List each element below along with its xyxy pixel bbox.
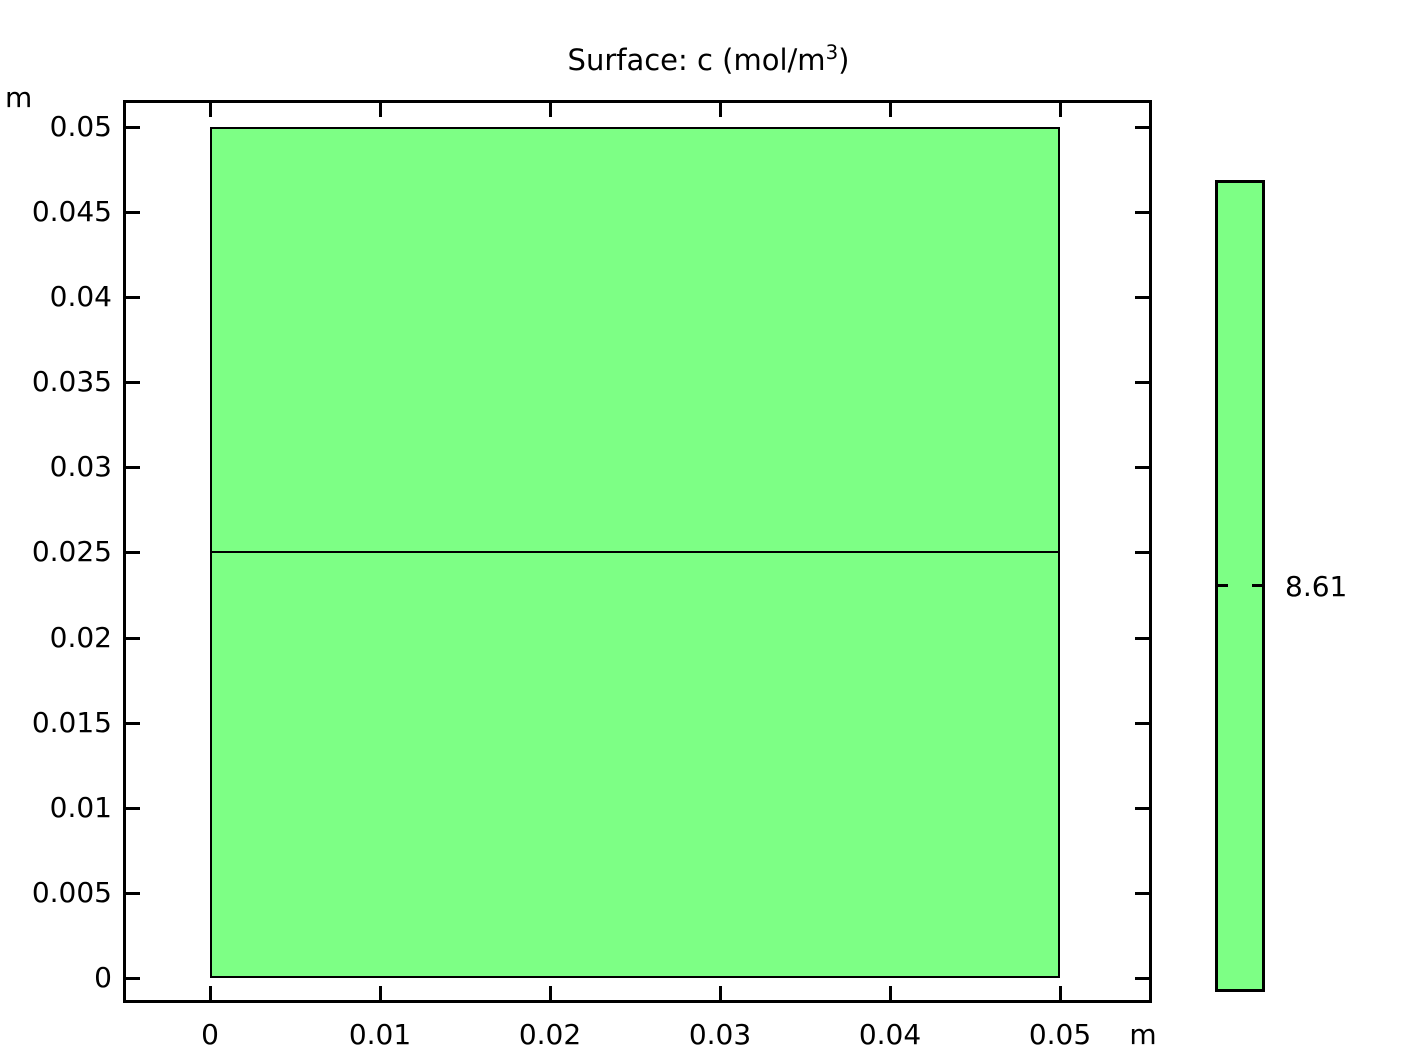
y-tick — [123, 466, 140, 469]
y-tick — [123, 126, 140, 129]
y-tick-label: 0.025 — [31, 535, 112, 568]
x-tick-label: 0.01 — [348, 1018, 412, 1051]
y-tick — [123, 296, 140, 299]
domain-boundary-line — [211, 551, 1059, 553]
x-tick-top — [889, 100, 892, 117]
y-tick-label: 0 — [94, 961, 112, 994]
y-tick — [123, 722, 140, 725]
x-tick-label: 0 — [201, 1018, 219, 1051]
colorbar-tick — [1218, 584, 1228, 587]
x-tick-label: 0.02 — [518, 1018, 582, 1051]
x-tick-top — [719, 100, 722, 117]
x-tick-top — [379, 100, 382, 117]
x-tick — [549, 986, 552, 1003]
y-tick — [123, 381, 140, 384]
x-tick — [209, 986, 212, 1003]
x-tick-top — [549, 100, 552, 117]
x-tick — [719, 986, 722, 1003]
y-tick — [123, 807, 140, 810]
y-tick-label: 0.035 — [31, 365, 112, 398]
y-tick-right — [1135, 807, 1152, 810]
y-tick — [123, 551, 140, 554]
plot-title-text: Surface: c (mol/m — [567, 43, 826, 77]
y-tick — [123, 977, 140, 980]
y-tick — [123, 892, 140, 895]
y-tick-right — [1135, 637, 1152, 640]
y-tick-right — [1135, 381, 1152, 384]
y-tick-label: 0.04 — [49, 280, 112, 313]
y-tick-label: 0.015 — [31, 706, 112, 739]
plot-title-superscript: 3 — [825, 41, 839, 65]
y-tick-right — [1135, 551, 1152, 554]
y-tick-right — [1135, 466, 1152, 469]
y-tick-label: 0.045 — [31, 195, 112, 228]
x-axis-unit-label: m — [1129, 1018, 1157, 1051]
y-axis-unit-label: m — [5, 81, 33, 114]
x-tick — [1059, 986, 1062, 1003]
y-tick-right — [1135, 722, 1152, 725]
y-tick-label: 0.01 — [49, 791, 112, 824]
plot-title: Surface: c (mol/m3) — [0, 41, 1417, 82]
y-tick-right — [1135, 211, 1152, 214]
x-tick-top — [209, 100, 212, 117]
y-tick-right — [1135, 126, 1152, 129]
y-tick-label: 0.05 — [49, 110, 112, 143]
colorbar-tick — [1252, 584, 1262, 587]
y-tick-label: 0.03 — [49, 450, 112, 483]
y-tick-right — [1135, 977, 1152, 980]
plot-title-close: ) — [838, 43, 850, 77]
y-tick — [123, 211, 140, 214]
x-tick — [889, 986, 892, 1003]
y-tick — [123, 637, 140, 640]
colorbar-value-label: 8.61 — [1285, 570, 1348, 603]
x-tick-label: 0.05 — [1028, 1018, 1092, 1051]
x-tick-label: 0.03 — [688, 1018, 752, 1051]
x-tick-label: 0.04 — [858, 1018, 922, 1051]
y-tick-label: 0.005 — [31, 876, 112, 909]
y-tick-right — [1135, 296, 1152, 299]
x-tick — [379, 986, 382, 1003]
y-tick-right — [1135, 892, 1152, 895]
x-tick-top — [1059, 100, 1062, 117]
y-tick-label: 0.02 — [49, 621, 112, 654]
